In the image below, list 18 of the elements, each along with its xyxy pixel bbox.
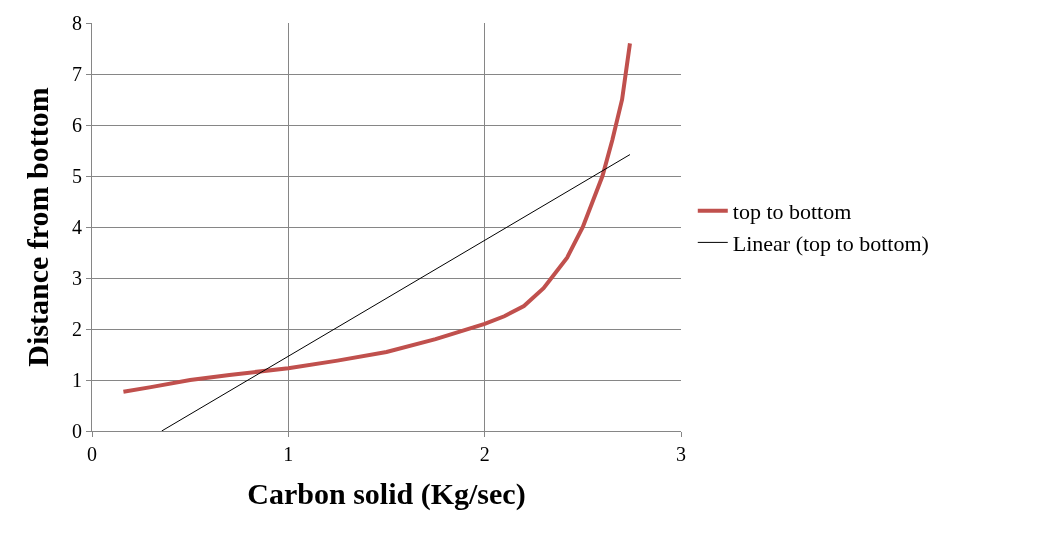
y-tick-label: 5: [72, 165, 82, 187]
x-tick-label: 0: [87, 443, 97, 465]
y-tick-label: 2: [72, 318, 82, 340]
y-axis-title: Distance from bottom: [21, 87, 54, 367]
legend-label: top to bottom: [732, 199, 852, 225]
x-tick-label: 1: [283, 443, 294, 465]
y-tick-label: 6: [72, 114, 82, 136]
y-tick-label: 3: [72, 267, 82, 289]
x-axis-title: Carbon solid (Kg/sec): [247, 476, 526, 511]
y-tick-label: 1: [72, 369, 82, 391]
legend-label: Linear (top to bottom): [732, 230, 929, 256]
x-tick-label: 3: [676, 443, 686, 465]
y-tick-label: 0: [72, 420, 82, 442]
x-tick-label: 2: [479, 443, 490, 465]
y-tick-label: 8: [72, 12, 82, 34]
line-series: [121, 41, 632, 394]
y-tick-label: 4: [72, 216, 82, 238]
y-tick-label: 7: [72, 63, 82, 85]
